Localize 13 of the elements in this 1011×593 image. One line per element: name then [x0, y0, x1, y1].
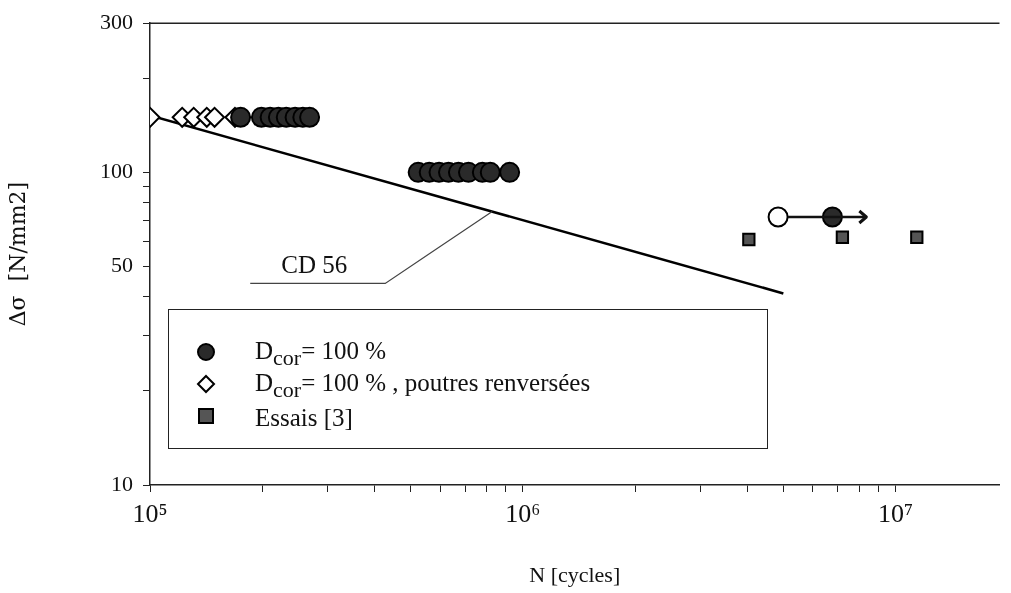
annotation: CD 56 [281, 251, 348, 279]
x-tick-label: 10⁷ [878, 499, 914, 529]
legend-label: D$_{cor}$= 100 % , poutres renversées [255, 369, 591, 403]
y-tick-label: 100 [100, 158, 133, 184]
x-tick-label: 10⁵ [132, 499, 168, 529]
y-tick-label: 50 [111, 252, 133, 278]
legend-label: Essais [3] [255, 404, 353, 432]
x-tick-label: 10⁶ [505, 499, 541, 529]
x-axis-title: N [cycles] [529, 561, 621, 587]
y-tick-label: 300 [100, 8, 133, 34]
legend-label: D$_{cor}$= 100 % [255, 337, 387, 370]
y-axis-title: Δσ [N/mm2] [4, 181, 30, 327]
y-tick-label: 10 [111, 470, 133, 496]
